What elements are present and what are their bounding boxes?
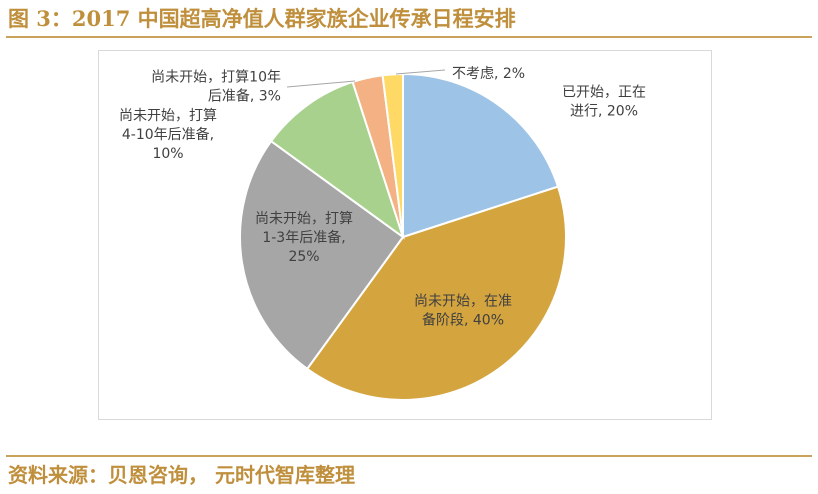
source-note: 资料来源：贝恩咨询， 元时代智库整理: [8, 463, 355, 487]
slice-label-line: 尚未开始，打算: [255, 210, 353, 227]
pie-slice-2: [239, 139, 405, 371]
slice-label-line: 4-10年后准备,: [122, 126, 214, 143]
title-divider: [6, 36, 812, 38]
pie-slice-3: [269, 80, 405, 240]
pie-slice-1: [305, 185, 567, 401]
slice-label-4: 尚未开始，打算10年后准备, 3%: [151, 69, 281, 105]
slice-label-line: 备阶段, 40%: [422, 312, 504, 329]
slice-label-line: 不考虑, 2%: [452, 66, 525, 82]
leader-line-4: [286, 80, 356, 88]
slice-label-0: 已开始，正在进行, 20%: [562, 85, 646, 120]
leader-line-5: [395, 69, 446, 75]
figure-title: 图 3：2017 中国超高净值人群家族企业传承日程安排: [8, 6, 516, 31]
slice-label-5: 不考虑, 2%: [452, 66, 525, 82]
pie-slice-0: [402, 72, 560, 239]
slice-label-line: 进行, 20%: [570, 104, 638, 120]
slice-label-line: 25%: [288, 249, 319, 265]
slice-label-2: 尚未开始，打算 1-3年后准备, 25%: [255, 210, 353, 265]
slice-label-line: 1-3年后准备,: [262, 229, 345, 246]
slice-label-line: 10%: [152, 146, 183, 162]
slice-label-line: 尚未开始，打算: [119, 107, 217, 124]
slice-label-line: 尚未开始，在准: [414, 294, 512, 310]
slice-label-line: 已开始，正在: [562, 85, 646, 101]
slice-label-line: 尚未开始，打算10年: [151, 69, 281, 86]
slice-label-3: 尚未开始，打算 4-10年后准备, 10%: [119, 107, 217, 162]
pie-slice-5: [381, 72, 404, 238]
slice-label-1: 尚未开始，在准备阶段, 40%: [414, 294, 512, 329]
source-divider: [6, 455, 812, 457]
slice-label-line: 后准备, 3%: [208, 88, 281, 105]
